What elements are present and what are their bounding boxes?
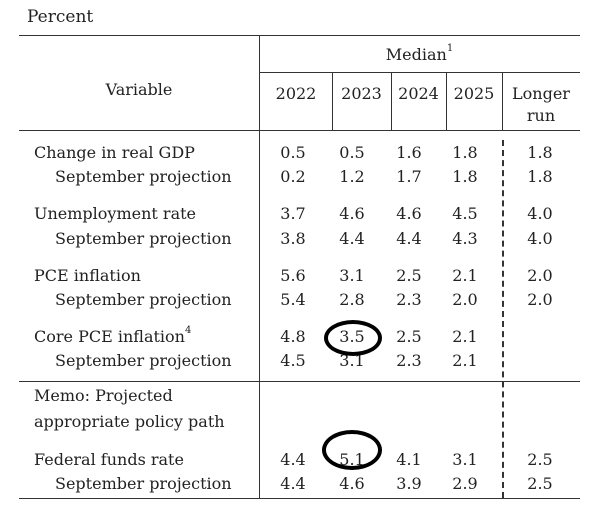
cell-2025: 3.1	[452, 450, 478, 469]
cell-2024: 2.5	[396, 327, 422, 346]
longer-run-header-line2: run	[526, 106, 556, 125]
row-label: September projection	[55, 290, 232, 309]
longer-run-dashed-divider	[502, 140, 504, 498]
cell-2023: 0.5	[339, 143, 365, 162]
cell-2025: 2.1	[452, 351, 478, 370]
cell-2024: 4.1	[396, 450, 422, 469]
highlight-circle-fed-funds-2023	[322, 430, 382, 470]
row-label: September projection	[55, 229, 232, 248]
cell-2022: 0.5	[280, 143, 306, 162]
memo-rule	[19, 381, 580, 382]
cell-2024: 2.5	[396, 266, 422, 285]
cell-2024: 2.3	[396, 290, 422, 309]
col-divider-2025	[446, 72, 447, 130]
row-label: September projection	[55, 167, 232, 186]
cell-2024: 1.6	[396, 143, 422, 162]
cell-longer-run: 2.5	[527, 450, 553, 469]
cell-2024: 4.4	[396, 229, 422, 248]
cell-2022: 0.2	[280, 167, 306, 186]
variable-column-divider	[259, 35, 260, 498]
cell-2022: 3.8	[280, 229, 306, 248]
cell-2024: 2.3	[396, 351, 422, 370]
row-label: September projection	[55, 351, 232, 370]
row-label: Change in real GDP	[34, 143, 195, 162]
cell-longer-run: 4.0	[527, 204, 553, 223]
table-bottom-rule	[19, 498, 580, 499]
cell-2025: 1.8	[452, 143, 478, 162]
cell-2022: 3.7	[280, 204, 306, 223]
cell-2022: 4.5	[280, 351, 306, 370]
cell-2022: 4.4	[280, 450, 306, 469]
row-label: Core PCE inflation4	[34, 325, 192, 346]
cell-2025: 1.8	[452, 167, 478, 186]
cell-longer-run: 4.0	[527, 229, 553, 248]
year-header-2025: 2025	[453, 84, 495, 103]
cell-2023: 2.8	[339, 290, 365, 309]
cell-2025: 2.1	[452, 327, 478, 346]
cell-longer-run: 2.5	[527, 474, 553, 493]
row-label: PCE inflation	[34, 266, 141, 285]
median-footnote: 1	[446, 43, 454, 54]
cell-2023: 3.1	[339, 266, 365, 285]
col-divider-2024	[391, 72, 392, 130]
cell-2023: 3.1	[339, 351, 365, 370]
header-bottom-rule	[19, 130, 580, 131]
cell-longer-run: 1.8	[527, 143, 553, 162]
cell-2022: 4.8	[280, 327, 306, 346]
cell-2024: 4.6	[396, 204, 422, 223]
highlight-circle-core-pce-2023	[324, 320, 382, 356]
unit-label: Percent	[27, 7, 94, 27]
cell-2025: 4.3	[452, 229, 478, 248]
variable-header: Variable	[105, 80, 173, 99]
memo-heading-line2: appropriate policy path	[34, 412, 225, 431]
median-header: Median1	[259, 43, 580, 64]
median-rule	[259, 72, 580, 73]
table-top-rule	[19, 35, 580, 36]
memo-heading-line1: Memo: Projected	[34, 386, 173, 405]
cell-2022: 5.4	[280, 290, 306, 309]
cell-2025: 2.1	[452, 266, 478, 285]
cell-2023: 4.6	[339, 474, 365, 493]
cell-2023: 4.6	[339, 204, 365, 223]
year-header-2022: 2022	[275, 84, 317, 103]
col-divider-longer-run	[502, 72, 503, 130]
cell-2022: 4.4	[280, 474, 306, 493]
cell-2023: 1.2	[339, 167, 365, 186]
year-header-2023: 2023	[341, 84, 382, 103]
cell-longer-run: 2.0	[527, 290, 553, 309]
cell-2024: 1.7	[396, 167, 422, 186]
cell-2025: 4.5	[452, 204, 478, 223]
col-divider-2023	[332, 72, 333, 130]
cell-2024: 3.9	[396, 474, 422, 493]
row-label-text: Core PCE inflation	[34, 327, 185, 346]
longer-run-header-line1: Longer	[512, 84, 570, 103]
year-header-2024: 2024	[398, 84, 439, 103]
row-label: September projection	[55, 474, 232, 493]
cell-longer-run: 2.0	[527, 266, 553, 285]
row-label: Unemployment rate	[34, 204, 197, 223]
cell-2025: 2.9	[452, 474, 478, 493]
cell-2025: 2.0	[452, 290, 478, 309]
cell-2022: 5.6	[280, 266, 306, 285]
cell-2023: 4.4	[339, 229, 365, 248]
row-label: Federal funds rate	[34, 450, 184, 469]
row-footnote: 4	[184, 325, 192, 336]
cell-longer-run: 1.8	[527, 167, 553, 186]
median-label: Median	[385, 45, 447, 64]
